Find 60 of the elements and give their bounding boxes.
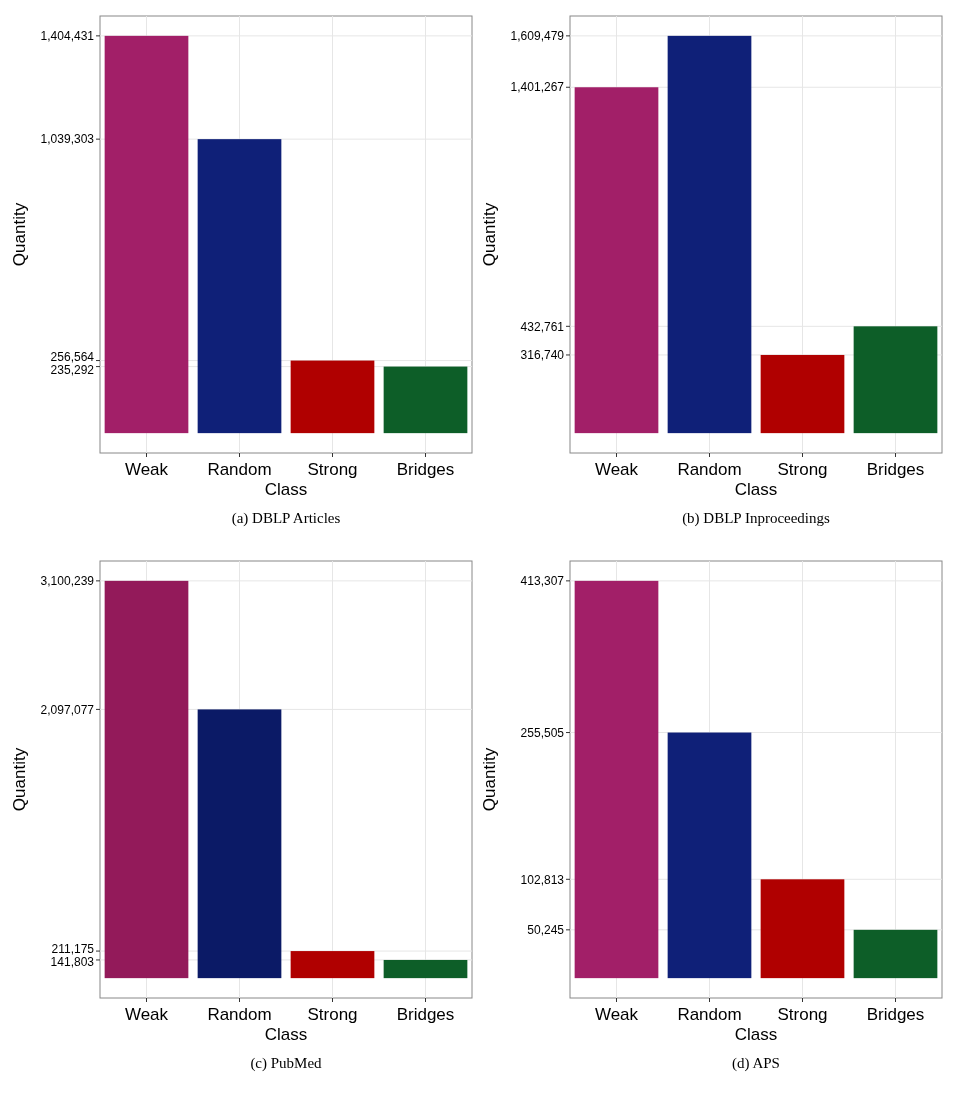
x-axis-title: Class — [734, 480, 778, 499]
y-tick-label: 413,307 — [520, 574, 565, 589]
x-tick-label: Random — [207, 460, 272, 479]
y-tick-label: 255,505 — [520, 725, 565, 740]
bar — [853, 326, 938, 434]
bar — [760, 354, 845, 434]
x-tick-label: Bridges — [866, 460, 925, 479]
y-tick-label: 1,404,431 — [40, 29, 95, 44]
x-tick-label: Weak — [124, 1005, 169, 1024]
y-tick-label: 316,740 — [520, 348, 565, 363]
y-tick-label: 141,803 — [50, 955, 95, 970]
bar — [574, 580, 659, 979]
y-tick-label: 2,097,077 — [40, 702, 95, 717]
x-axis-title: Class — [734, 1025, 778, 1044]
bar — [104, 35, 189, 434]
y-tick-label: 1,039,303 — [40, 132, 95, 147]
text: (b) DBLP Inproceedings — [682, 510, 831, 527]
x-axis-title: Class — [264, 1025, 308, 1044]
y-tick-label: 102,813 — [520, 872, 565, 887]
y-tick-label: 3,100,239 — [40, 574, 95, 589]
y-tick-label: 235,292 — [50, 363, 95, 378]
bar — [383, 366, 468, 434]
x-tick-label: Weak — [594, 1005, 639, 1024]
x-tick-label: Random — [677, 460, 742, 479]
x-tick-label: Strong — [777, 460, 828, 479]
y-tick-label: 432,761 — [520, 319, 565, 334]
text: (a) DBLP Articles — [231, 510, 341, 527]
y-axis-title: Quantity — [10, 202, 29, 267]
bar — [197, 709, 282, 979]
x-axis-title: Class — [264, 480, 308, 499]
y-tick-label: 1,609,479 — [510, 29, 565, 44]
y-tick-label: 50,245 — [527, 923, 565, 938]
x-tick-label: Strong — [777, 1005, 828, 1024]
bar — [383, 959, 468, 979]
bar — [760, 879, 845, 979]
x-tick-label: Random — [207, 1005, 272, 1024]
bar — [667, 35, 752, 434]
bar — [104, 580, 189, 979]
y-axis-title: Quantity — [10, 747, 29, 812]
bar — [290, 360, 375, 434]
bar — [574, 87, 659, 434]
x-tick-label: Bridges — [866, 1005, 925, 1024]
y-tick-label: 211,175 — [51, 942, 95, 957]
x-tick-label: Weak — [594, 460, 639, 479]
x-tick-label: Random — [677, 1005, 742, 1024]
x-tick-label: Weak — [124, 460, 169, 479]
x-tick-label: Strong — [307, 1005, 358, 1024]
x-tick-label: Bridges — [396, 460, 455, 479]
bar — [290, 951, 375, 979]
text: (c) PubMed — [250, 1055, 323, 1072]
x-tick-label: Strong — [307, 460, 358, 479]
text: (d) APS — [732, 1055, 780, 1072]
y-axis-title: Quantity — [480, 202, 499, 267]
y-axis-title: Quantity — [480, 747, 499, 812]
bar — [667, 732, 752, 979]
bar — [853, 929, 938, 979]
y-tick-label: 256,564 — [50, 350, 95, 365]
bar — [197, 139, 282, 434]
y-tick-label: 1,401,267 — [510, 80, 565, 95]
x-tick-label: Bridges — [396, 1005, 455, 1024]
